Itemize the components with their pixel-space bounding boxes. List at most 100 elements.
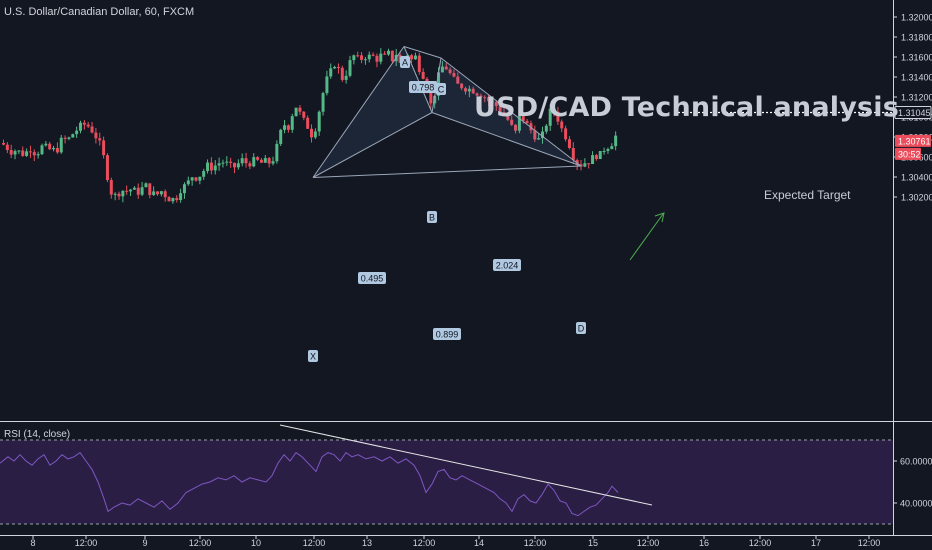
candle-body: [475, 93, 479, 96]
candle-body: [240, 158, 244, 164]
candle-body: [317, 111, 321, 132]
time-tick-label: 9: [142, 538, 147, 548]
candle-body: [367, 54, 371, 60]
time-tick-label: 12:00: [75, 538, 98, 548]
candle-body: [371, 54, 375, 56]
candle-body: [363, 59, 367, 61]
candle-body: [460, 83, 464, 89]
rsi-tick-label: 40.0000: [900, 499, 932, 509]
price-tick-label: 1.31200: [901, 93, 932, 103]
pattern-point-d: D: [578, 324, 585, 334]
expected-target-label: Expected Target: [764, 188, 851, 202]
candle-body: [294, 107, 298, 117]
candle-body: [298, 107, 302, 112]
rsi-indicator-label: RSI (14, close): [4, 429, 71, 440]
rsi-line: [0, 451, 619, 517]
candle-body: [32, 152, 36, 156]
candle-body: [248, 163, 252, 167]
candle-body: [417, 55, 421, 72]
candle-body: [594, 155, 598, 160]
candle-body: [352, 55, 356, 61]
candle-body: [225, 161, 229, 163]
candle-body: [483, 97, 487, 99]
pattern-point-a: A: [402, 58, 408, 68]
candle-body: [109, 180, 113, 195]
candle-body: [591, 155, 595, 164]
candle-body: [163, 191, 167, 198]
candle-body: [410, 55, 414, 60]
candle-body: [479, 95, 483, 98]
rsi-trendline: [279, 424, 653, 506]
candle-body: [541, 131, 544, 139]
candle-body: [567, 139, 571, 148]
candle-body: [440, 66, 444, 73]
candle-body: [548, 108, 552, 126]
candle-body: [275, 143, 279, 162]
candle-body: [63, 137, 67, 139]
candle-body: [186, 180, 190, 185]
candle-body: [17, 150, 21, 152]
candle-body: [167, 197, 171, 202]
candle-body: [575, 160, 579, 165]
candle-body: [2, 143, 5, 145]
candle-body: [190, 177, 194, 181]
arrow-shaft: [629, 213, 664, 261]
candle-body: [525, 120, 529, 124]
candle-body: [44, 143, 48, 146]
candle-body: [132, 187, 136, 190]
candle-body: [325, 76, 329, 94]
last-price-label: 1.30761: [898, 136, 931, 146]
pattern-ratio-label: 0.899: [436, 330, 459, 340]
candle-body: [587, 163, 591, 165]
pattern-ratio-label: 2.024: [496, 261, 519, 271]
candle-body: [390, 50, 394, 62]
candle-body: [98, 138, 102, 141]
candle-body: [136, 187, 140, 195]
candle-body: [383, 53, 387, 55]
rsi-band: [0, 440, 893, 524]
pattern-leg: [312, 165, 582, 178]
harmonic-pattern: X A B C D 0.495 0.798 2.024 0.899: [308, 46, 586, 362]
target-price-tag: [894, 106, 932, 119]
candle-body: [564, 128, 568, 140]
candle-body: [55, 147, 59, 153]
price-tick-label: 1.31400: [901, 73, 932, 83]
candle-body: [387, 50, 390, 55]
candle-body: [533, 130, 537, 140]
candle-body: [510, 119, 514, 125]
time-tick-label: 12:00: [303, 538, 326, 548]
candle-body: [321, 93, 325, 112]
time-tick-label: 12:00: [413, 538, 436, 548]
pattern-point-b: B: [429, 213, 435, 223]
candle-body: [105, 155, 109, 181]
candle-body: [125, 190, 129, 192]
candle-body: [614, 135, 618, 147]
candle-body: [52, 147, 56, 150]
candle-body: [28, 151, 32, 153]
candle-body: [79, 122, 82, 131]
price-tick-label: 1.32000: [901, 13, 932, 23]
pattern-point-x: X: [310, 352, 316, 362]
candle-body: [102, 140, 106, 156]
pattern-ratio-label: 0.798: [412, 83, 435, 93]
candle-body: [571, 147, 575, 161]
candle-body: [75, 130, 79, 135]
candle-body: [117, 193, 121, 197]
candle-body: [498, 106, 502, 113]
candle-body: [233, 162, 236, 168]
candle-body: [537, 138, 541, 140]
candle-body: [360, 55, 364, 60]
candle-body: [283, 125, 287, 130]
candle-body: [152, 191, 156, 196]
candle-body: [90, 126, 94, 133]
candle-body: [198, 176, 202, 181]
candle-body: [517, 116, 521, 131]
pattern-leg: [312, 46, 405, 178]
candle-body: [59, 137, 63, 153]
candle-body: [329, 68, 333, 77]
candle-body: [206, 162, 210, 172]
candle-body: [348, 60, 352, 76]
time-tick-label: 12:00: [524, 538, 547, 548]
candle-body: [421, 71, 425, 79]
